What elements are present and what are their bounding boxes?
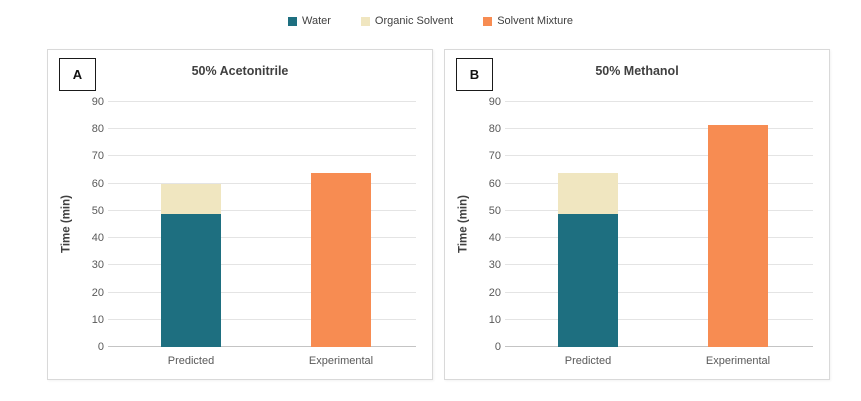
y-tick-label: 30 <box>91 259 104 272</box>
panel-b-label: B <box>469 67 480 82</box>
y-tick-label: 20 <box>91 286 104 299</box>
y-tick-label: 50 <box>91 204 104 217</box>
bar-water <box>161 213 221 347</box>
water-swatch-icon <box>287 16 297 26</box>
gridline <box>505 291 813 293</box>
x-category-label: Experimental <box>705 355 771 367</box>
gridline <box>108 318 416 320</box>
legend-item-water: Water <box>287 15 331 27</box>
y-axis-title: Time (min) <box>60 195 73 253</box>
y-tick-label: 40 <box>488 232 501 245</box>
legend-label: Water <box>301 15 331 27</box>
y-tick-label: 10 <box>488 313 501 326</box>
gridline <box>505 155 813 157</box>
panel-b-title: 50% Methanol <box>595 64 679 78</box>
bar-organic-solvent <box>558 172 618 214</box>
y-tick-label: 0 <box>494 341 501 353</box>
x-category-label: Experimental <box>308 355 374 367</box>
x-axis-line <box>505 346 813 347</box>
x-category-label: Predicted <box>564 355 612 367</box>
y-tick-label: 80 <box>91 123 104 136</box>
gridline <box>108 237 416 239</box>
y-tick-label: 60 <box>488 177 501 190</box>
legend-item-solvent-mixture: Solvent Mixture <box>483 15 573 27</box>
bar-solvent-mixture <box>708 125 768 347</box>
bar-organic-solvent <box>161 183 221 214</box>
panel-a-title: 50% Acetonitrile <box>191 64 289 78</box>
y-tick-label: 90 <box>488 96 501 108</box>
y-tick-label: 90 <box>91 96 104 108</box>
legend-label: Organic Solvent <box>374 15 454 27</box>
gridline <box>505 318 813 320</box>
y-tick-label: 70 <box>91 150 104 163</box>
gridline <box>108 209 416 211</box>
y-tick-label: 60 <box>91 177 104 190</box>
y-tick-label: 0 <box>97 341 104 353</box>
gridline <box>108 182 416 184</box>
gridline <box>108 128 416 130</box>
gridline <box>505 264 813 266</box>
y-tick-label: 50 <box>488 204 501 217</box>
panel-b-label-box: B <box>456 58 493 91</box>
plot-area: 0 10 20 30 40 50 60 70 80 90 Predicted Experimental <box>489 96 813 367</box>
y-axis-title: Time (min) <box>457 195 470 253</box>
y-tick-label: 10 <box>91 313 104 326</box>
panel-a: A 50% Acetonitrile Time (min) 0 10 20 30 40 5… <box>47 49 433 380</box>
legend: Water Organic Solvent Solvent Mixture <box>0 15 861 27</box>
bar-water <box>558 213 618 347</box>
gridline <box>108 101 416 102</box>
x-axis-line <box>108 346 416 347</box>
gridline <box>505 209 813 211</box>
x-category-label: Predicted <box>167 355 215 367</box>
y-tick-label: 80 <box>488 123 501 136</box>
legend-item-organic-solvent: Organic Solvent <box>360 15 454 27</box>
gridline <box>505 237 813 239</box>
panel-b: B 50% Methanol Time (min) 0 10 20 30 40 50 60 7… <box>444 49 830 380</box>
plot-area: 0 10 20 30 40 50 60 70 80 90 Predicted Experimental <box>92 96 416 367</box>
gridline <box>505 128 813 130</box>
gridline <box>108 264 416 266</box>
y-tick-label: 40 <box>91 232 104 245</box>
gridline <box>505 101 813 102</box>
gridline <box>108 291 416 293</box>
y-tick-label: 70 <box>488 150 501 163</box>
solvent-mixture-swatch-icon <box>483 16 493 26</box>
y-tick-label: 30 <box>488 259 501 272</box>
panel-a-label-box: A <box>59 58 96 91</box>
legend-label: Solvent Mixture <box>497 15 573 27</box>
organic-solvent-swatch-icon <box>360 16 370 26</box>
gridline <box>505 182 813 184</box>
gridline <box>108 155 416 157</box>
y-tick-label: 20 <box>488 286 501 299</box>
panel-a-label: A <box>72 67 83 82</box>
bar-solvent-mixture <box>311 172 371 347</box>
